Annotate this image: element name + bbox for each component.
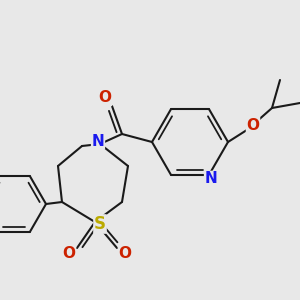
Text: O: O: [118, 247, 131, 262]
Text: N: N: [205, 171, 218, 186]
Text: O: O: [98, 91, 112, 106]
Text: O: O: [247, 118, 260, 133]
Text: N: N: [92, 134, 104, 148]
Text: S: S: [94, 215, 106, 233]
Text: O: O: [62, 247, 76, 262]
